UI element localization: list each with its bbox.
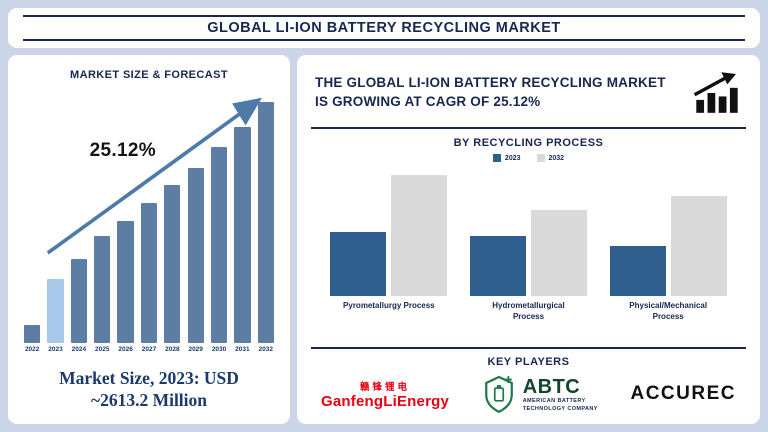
ganfeng-wordmark: GanfengLiEnergy	[321, 392, 450, 410]
forecast-year-label: 2022	[24, 345, 40, 353]
title-top-rule	[23, 15, 745, 17]
process-bar-2032-cat1	[391, 175, 448, 296]
legend-swatch-2023	[492, 154, 501, 162]
forecast-bar-col	[139, 89, 159, 343]
process-bar-2023-cat1	[330, 231, 387, 296]
forecast-year-label: 2027	[141, 345, 157, 353]
forecast-year-label: 2028	[165, 345, 180, 353]
cagr-statement: THE GLOBAL LI-ION BATTERY RECYCLING MARK…	[315, 75, 666, 109]
ganfeng-logo: 赣锋锂电 GanfengLiEnergy	[321, 379, 449, 410]
market-size-footer: Market Size, 2023: USD ~2613.2 Million	[20, 367, 278, 413]
forecast-bar-2025	[94, 236, 111, 343]
cagr-statement-section: THE GLOBAL LI-ION BATTERY RECYCLING MARK…	[311, 55, 746, 129]
key-players-row: 赣锋锂电 GanfengLiEnergy ABTC AMERICAN BATTE…	[313, 368, 744, 414]
forecast-bar-2028	[164, 185, 181, 343]
process-group	[598, 170, 738, 296]
forecast-year-label: 2029	[188, 345, 203, 353]
process-category-label: Physical/Mechanical Process	[629, 301, 708, 321]
forecast-bar-col	[22, 89, 42, 343]
process-category-label: Hydrometallurgical Process	[492, 301, 565, 321]
recycling-process-section: BY RECYCLING PROCESS 2023 2032 Pyrometal…	[311, 129, 746, 347]
process-bar-2023-cat3	[609, 245, 666, 296]
forecast-year-label: 2032	[258, 345, 273, 353]
forecast-year-label: 2031	[235, 345, 250, 353]
legend-swatch-2032	[536, 154, 545, 162]
forecast-heading: MARKET SIZE & FORECAST	[70, 69, 228, 81]
forecast-chart: 25.12%	[20, 89, 278, 343]
legend-entry-2032: 2032	[536, 154, 565, 162]
forecast-year-label: 2025	[95, 345, 110, 353]
forecast-bar-col	[162, 89, 182, 343]
process-group	[459, 170, 599, 296]
process-groups	[313, 170, 744, 296]
forecast-bar-2032	[257, 101, 274, 343]
page-title: GLOBAL LI-ION BATTERY RECYCLING MARKET	[207, 20, 561, 36]
ganfeng-chinese-text: 赣锋锂电	[360, 381, 411, 393]
growth-chart-icon	[693, 72, 738, 113]
forecast-bar-col	[92, 89, 112, 343]
forecast-years: 2022 2023 2024 2025 2026 2027 2028 2029 2030 2031…	[20, 346, 278, 353]
forecast-year-label: 2030	[211, 345, 227, 353]
process-bar-2023-cat2	[470, 235, 526, 296]
forecast-bar-2024	[70, 258, 88, 343]
forecast-bar-col	[69, 89, 89, 343]
market-size-line2: ~2613.2 Million	[90, 390, 208, 411]
process-group	[319, 170, 459, 296]
right-panel: THE GLOBAL LI-ION BATTERY RECYCLING MARK…	[297, 55, 760, 424]
key-players-heading: KEY PLAYERS	[487, 356, 570, 368]
process-bar-2032-cat3	[670, 196, 727, 296]
legend-label-2032: 2032	[548, 154, 565, 162]
abtc-subtitle-2: TECHNOLOGY COMPANY	[522, 405, 598, 412]
forecast-bar-2031	[234, 127, 251, 343]
forecast-bar-2029	[187, 167, 204, 343]
abtc-shield-icon	[484, 375, 513, 414]
abtc-wordmark: ABTC	[522, 375, 581, 398]
abtc-logo: ABTC AMERICAN BATTERY TECHNOLOGY COMPANY	[482, 374, 598, 414]
abtc-text-block: ABTC AMERICAN BATTERY TECHNOLOGY COMPANY	[523, 377, 598, 412]
title-bottom-rule	[23, 39, 745, 41]
forecast-bar-2023	[47, 279, 64, 343]
forecast-bar-col	[186, 89, 206, 343]
forecast-year-label: 2023	[48, 345, 63, 353]
process-heading: BY RECYCLING PROCESS	[453, 137, 604, 149]
forecast-bar-2022	[24, 324, 41, 343]
forecast-bar-col	[115, 89, 135, 343]
forecast-bar-col	[45, 89, 65, 343]
forecast-year-label: 2026	[118, 345, 133, 353]
abtc-subtitle-1: AMERICAN BATTERY	[522, 398, 586, 404]
market-forecast-panel: MARKET SIZE & FORECAST 25.12% 2022 2023 20…	[8, 55, 290, 424]
process-legend: 2023 2032	[313, 154, 744, 162]
forecast-bar-2030	[210, 147, 228, 343]
content: MARKET SIZE & FORECAST 25.12% 2022 2023 20…	[8, 55, 760, 424]
forecast-bar-col	[256, 89, 276, 343]
legend-entry-2023: 2023	[492, 154, 521, 162]
forecast-bar-2026	[117, 220, 134, 343]
forecast-cagr-annotation: 25.12%	[89, 139, 156, 161]
process-bar-2032-cat2	[531, 210, 587, 296]
market-size-line1: Market Size, 2023: USD	[59, 367, 239, 388]
forecast-bar-col	[209, 89, 229, 343]
key-players-section: KEY PLAYERS 赣锋锂电 GanfengLiEnergy ABTC	[311, 347, 746, 424]
forecast-bar-col	[232, 89, 252, 343]
accurec-logo: ACCUREC	[630, 383, 736, 404]
process-labels: Pyrometallurgy Process Hydrometallurgical…	[313, 296, 744, 331]
forecast-bars	[20, 89, 278, 343]
forecast-year-label: 2024	[71, 345, 87, 353]
process-category-label: Pyrometallurgy Process	[343, 301, 435, 310]
legend-label-2023: 2023	[504, 154, 521, 162]
title-card: GLOBAL LI-ION BATTERY RECYCLING MARKET	[8, 8, 760, 48]
forecast-bar-2027	[140, 203, 158, 343]
